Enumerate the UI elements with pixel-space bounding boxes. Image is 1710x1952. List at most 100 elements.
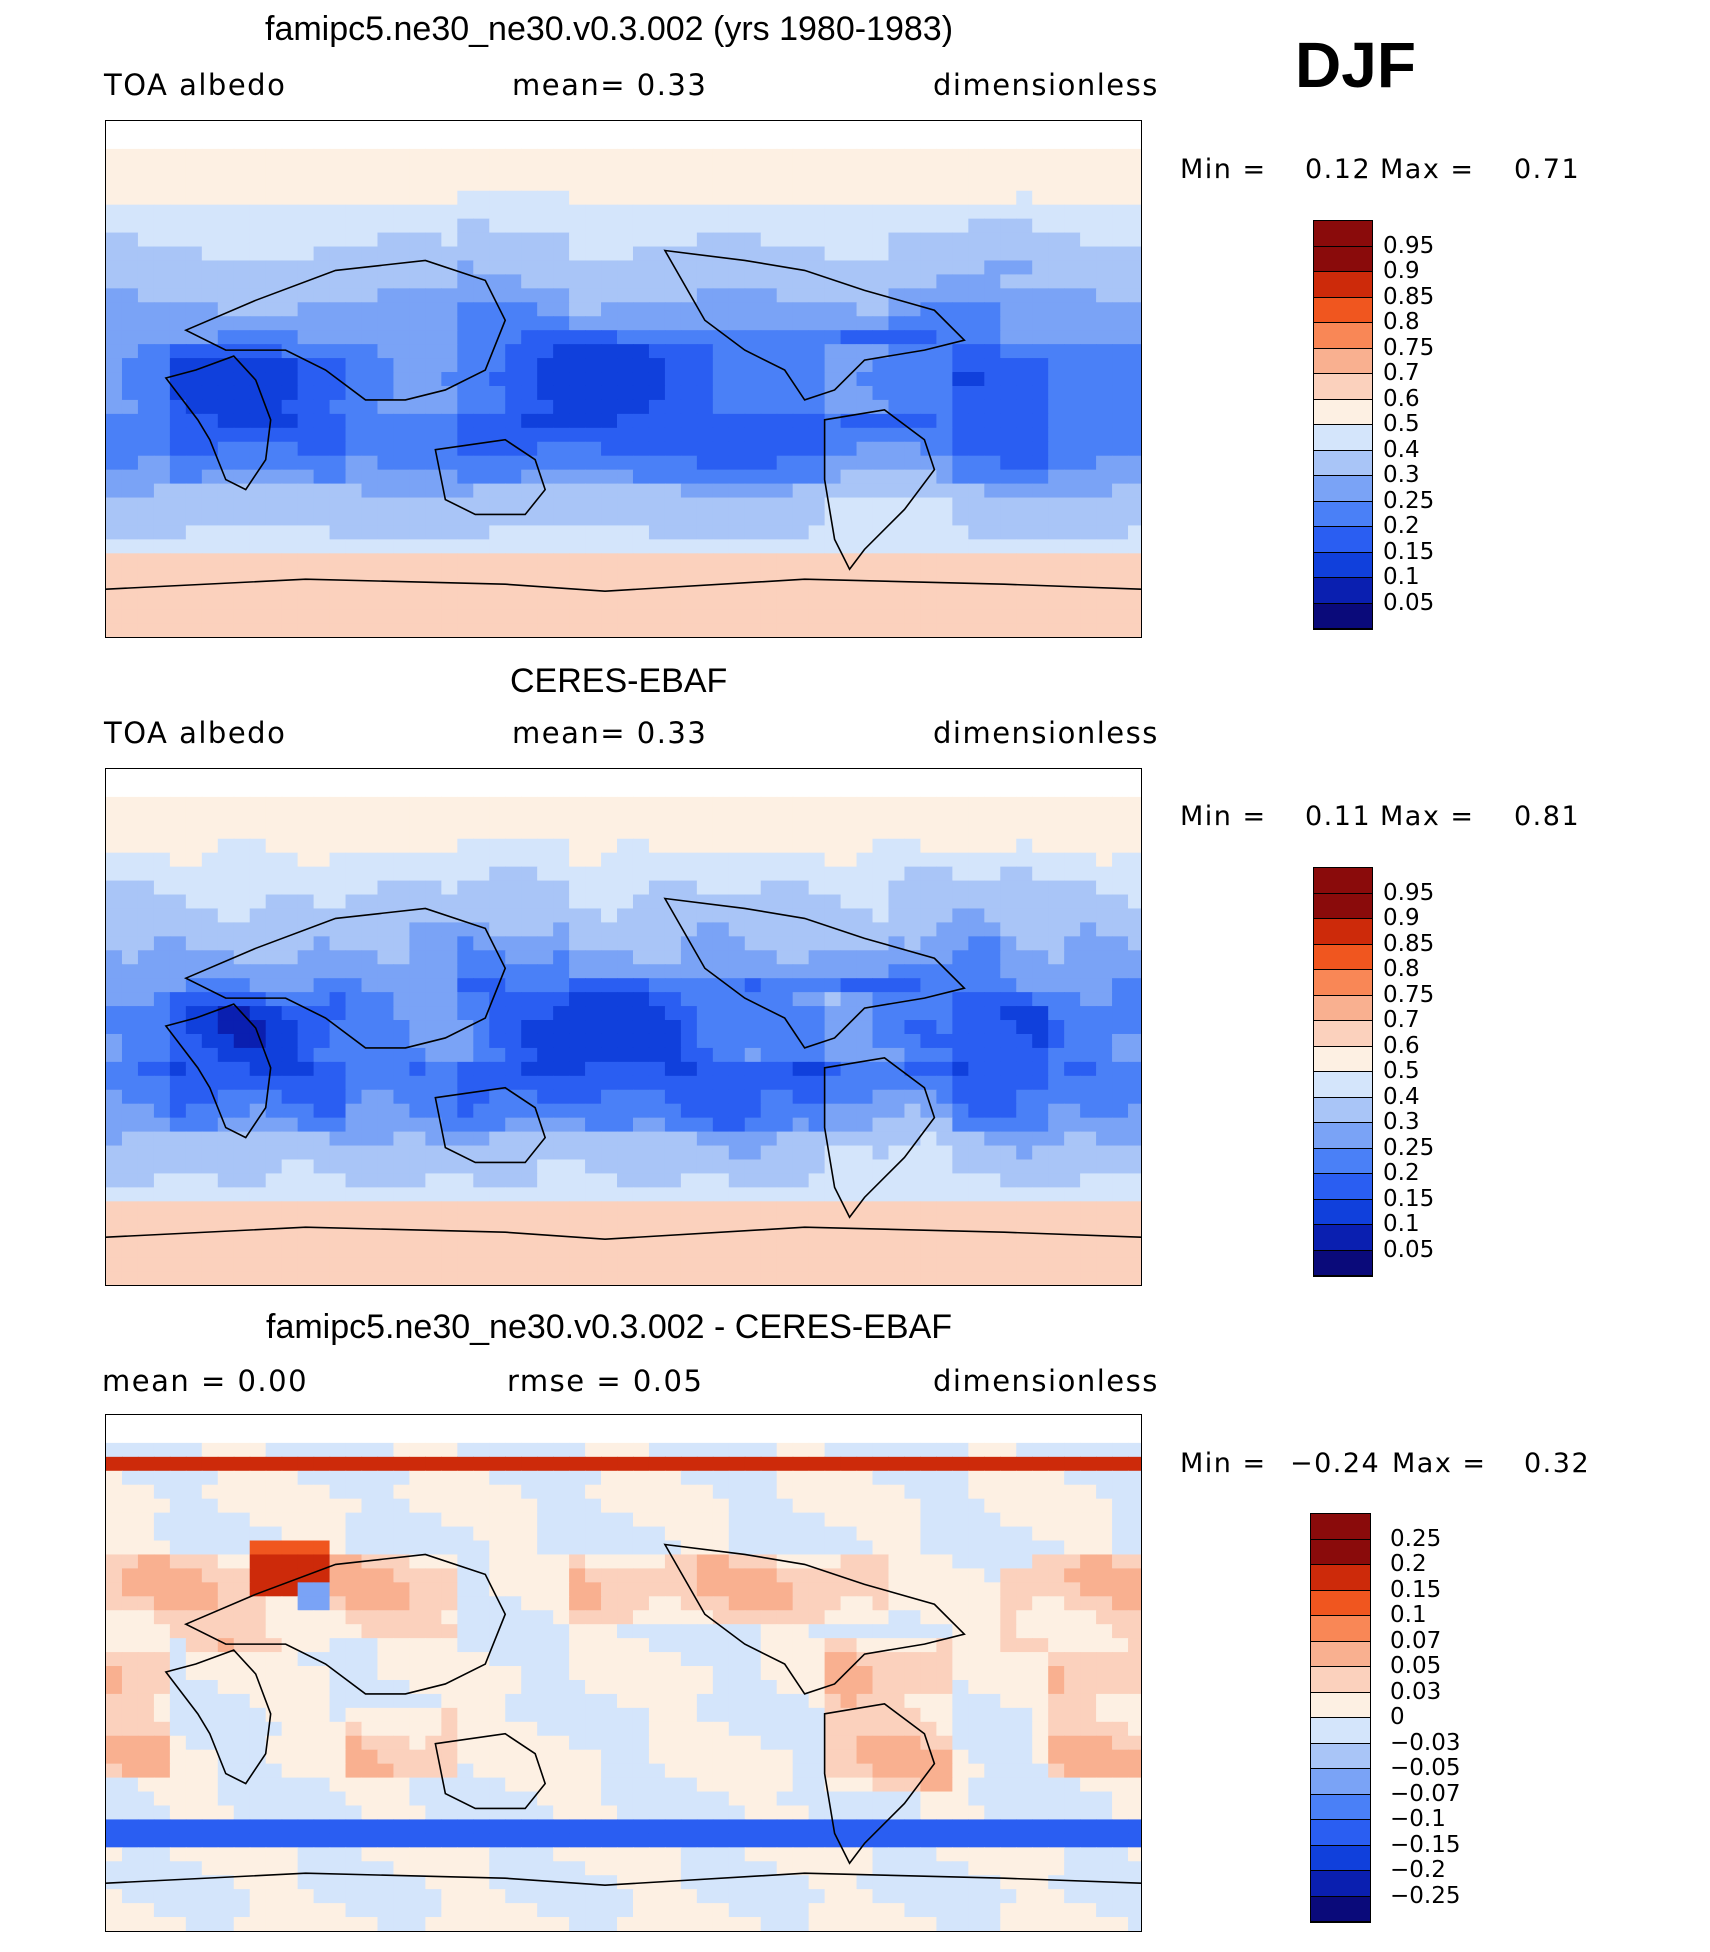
coastline <box>106 1872 1141 1886</box>
colorbar-tick-label: −0.03 <box>1390 1729 1461 1756</box>
map-field <box>106 1415 1141 1931</box>
colorbar-tick-label: 0.7 <box>1383 1007 1420 1033</box>
panel-2-max-value: 0.81 <box>1514 801 1581 832</box>
panel-2-max-label: Max = <box>1380 801 1475 832</box>
colorbar-box <box>1314 1097 1372 1123</box>
panel-2-title: CERES-EBAF <box>510 662 728 700</box>
colorbar-box <box>1311 1769 1370 1795</box>
panel-1-min-label: Min = <box>1180 154 1267 185</box>
colorbar-tick-label: 0.5 <box>1383 1058 1420 1084</box>
panel-3-min-label: Min = <box>1180 1448 1267 1479</box>
colorbar-box <box>1314 1021 1372 1047</box>
panel-1-minmax: Min = 0.12 Max = 0.71 <box>1180 154 1600 188</box>
coastline <box>164 355 272 491</box>
coastline <box>823 1703 936 1865</box>
colorbar-tick-label: 0.25 <box>1383 487 1435 514</box>
coastline <box>663 249 966 401</box>
colorbar-box <box>1314 1250 1372 1276</box>
colorbar-tick-label: 0.05 <box>1390 1653 1442 1679</box>
colorbar-tick-label: −0.07 <box>1390 1780 1461 1807</box>
map-field <box>106 121 1141 637</box>
panel-1-min-value: 0.12 <box>1305 154 1372 185</box>
colorbar-box <box>1314 552 1372 578</box>
colorbar-tick-label: 0.85 <box>1383 930 1435 957</box>
colorbar-box <box>1314 944 1372 970</box>
colorbar-box <box>1314 399 1372 425</box>
colorbar-tick-label: 0.25 <box>1383 1134 1435 1161</box>
panel-3-rmse-label: rmse = 0.05 <box>507 1364 704 1398</box>
panel-1-map <box>105 120 1142 638</box>
colorbar-box <box>1311 1743 1370 1769</box>
panel-2-variable-label: TOA albedo <box>104 716 287 750</box>
colorbar-tick-label: 0.05 <box>1383 1236 1435 1263</box>
colorbar-tick-label: 0.9 <box>1383 905 1420 931</box>
colorbar-box <box>1314 272 1372 298</box>
colorbar-tick-label: −0.25 <box>1390 1882 1461 1909</box>
colorbar-box <box>1311 1692 1370 1718</box>
coastline <box>183 1553 507 1695</box>
colorbar-box <box>1314 893 1372 919</box>
panel-2-mean-label: mean= 0.33 <box>512 716 708 750</box>
panel-3-min-value: −0.24 <box>1290 1448 1381 1479</box>
colorbar-box <box>1314 919 1372 945</box>
coastline <box>164 1649 272 1785</box>
colorbar-tick-label: 0.05 <box>1383 589 1435 616</box>
panel-3-units-label: dimensionless <box>933 1364 1159 1398</box>
colorbar-tick-label: 0.9 <box>1383 258 1420 284</box>
colorbar-tick-label: 0.8 <box>1383 956 1420 982</box>
colorbar-tick-label: 0.03 <box>1390 1678 1442 1705</box>
panel-2-minmax: Min = 0.11 Max = 0.81 <box>1180 801 1600 835</box>
panel-3-minmax: Min = −0.24 Max = 0.32 <box>1180 1448 1600 1482</box>
colorbar-tick-label: 0.95 <box>1383 879 1435 906</box>
colorbar-box <box>1314 348 1372 374</box>
colorbar-tick-label: 0.75 <box>1383 334 1435 361</box>
colorbar-tick-label: 0.15 <box>1383 1185 1435 1212</box>
colorbar-tick-label: 0.4 <box>1383 436 1420 463</box>
colorbar-box <box>1311 1794 1370 1820</box>
colorbar-box <box>1314 578 1372 604</box>
panel-3-max-value: 0.32 <box>1524 1448 1591 1479</box>
panel-1-colorbar <box>1313 220 1373 630</box>
colorbar-tick-label: −0.1 <box>1390 1806 1446 1832</box>
colorbar-tick-label: −0.05 <box>1390 1755 1461 1781</box>
colorbar-box <box>1311 1871 1370 1897</box>
colorbar-tick-label: 0.15 <box>1383 538 1435 565</box>
colorbar-box <box>1314 246 1372 272</box>
panel-2-min-value: 0.11 <box>1305 801 1372 832</box>
colorbar-box <box>1311 1514 1370 1540</box>
coastline <box>823 409 936 571</box>
colorbar-box <box>1314 603 1372 629</box>
colorbar-box <box>1311 1616 1370 1642</box>
colorbar-box <box>1311 1718 1370 1744</box>
colorbar-tick-label: 0.3 <box>1383 462 1420 488</box>
colorbar-box <box>1311 1590 1370 1616</box>
coastline <box>434 438 547 516</box>
panel-1-variable-label: TOA albedo <box>104 68 287 102</box>
panel-2-colorbar <box>1313 867 1373 1277</box>
colorbar-tick-label: 0.2 <box>1383 513 1420 539</box>
colorbar-box <box>1311 1565 1370 1591</box>
colorbar-tick-label: 0.1 <box>1383 1211 1420 1237</box>
coastline <box>183 907 507 1049</box>
coastline <box>183 259 507 401</box>
colorbar-box <box>1314 425 1372 451</box>
colorbar-box <box>1314 501 1372 527</box>
colorbar-box <box>1314 1199 1372 1225</box>
colorbar-box <box>1311 1820 1370 1846</box>
colorbar-box <box>1314 1046 1372 1072</box>
panel-1-max-label: Max = <box>1380 154 1475 185</box>
colorbar-tick-label: 0.6 <box>1383 1032 1420 1059</box>
panel-2-map <box>105 768 1142 1286</box>
panel-1-mean-label: mean= 0.33 <box>512 68 708 102</box>
colorbar-box <box>1314 221 1372 247</box>
colorbar-tick-label: 0.3 <box>1383 1109 1420 1135</box>
map-field <box>106 769 1141 1285</box>
colorbar-tick-label: 0.4 <box>1383 1083 1420 1110</box>
colorbar-box <box>1314 1123 1372 1149</box>
panel-3-max-label: Max = <box>1392 1448 1487 1479</box>
colorbar-tick-label: 0.25 <box>1390 1525 1442 1552</box>
colorbar-box <box>1314 970 1372 996</box>
colorbar-tick-label: −0.2 <box>1390 1857 1446 1883</box>
colorbar-box <box>1314 1225 1372 1251</box>
panel-3-title: famipc5.ne30_ne30.v0.3.002 - CERES-EBAF <box>266 1308 953 1346</box>
